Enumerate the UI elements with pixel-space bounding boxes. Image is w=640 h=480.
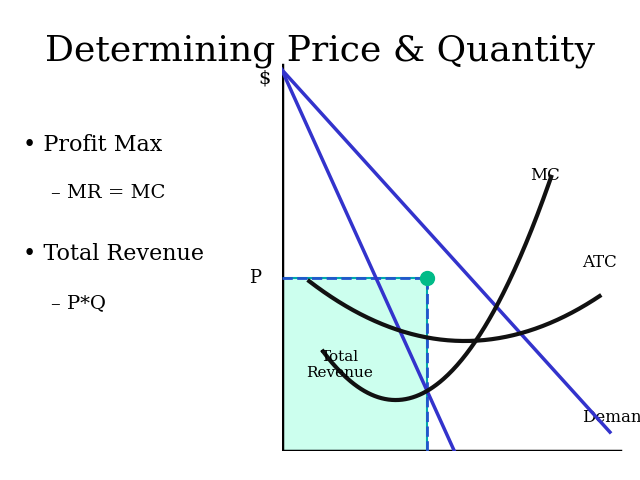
Text: $: $ <box>258 70 271 87</box>
Text: • Total Revenue: • Total Revenue <box>22 243 204 265</box>
Text: Determining Price & Quantity: Determining Price & Quantity <box>45 34 595 68</box>
Bar <box>282 278 427 451</box>
Text: MR: MR <box>440 479 469 480</box>
Text: Demand: Demand <box>582 409 640 426</box>
Text: – P*Q: – P*Q <box>51 294 106 312</box>
Text: MC: MC <box>531 167 560 184</box>
Text: Q: Q <box>605 479 621 480</box>
Text: Total
Revenue: Total Revenue <box>306 349 373 380</box>
Text: ATC: ATC <box>582 254 617 271</box>
Text: • Profit Max: • Profit Max <box>22 133 162 156</box>
Text: P: P <box>249 269 261 287</box>
Text: – MR = MC: – MR = MC <box>51 184 165 203</box>
